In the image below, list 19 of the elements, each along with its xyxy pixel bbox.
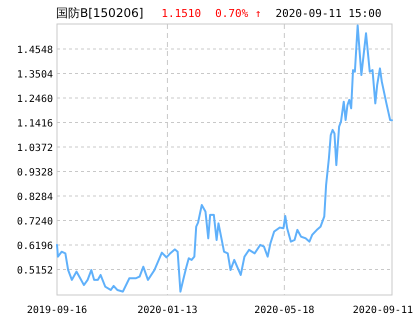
y-tick-label: 1.3504: [16, 69, 53, 80]
line-series: [56, 24, 393, 293]
x-tick-label: 2019-09-16: [26, 305, 88, 316]
chart-title: 国防B[150206]: [56, 6, 144, 20]
y-tick-label: 1.4548: [16, 44, 53, 56]
text: 0.70% ↑: [215, 7, 262, 20]
y-tick-label: 0.5152: [16, 266, 53, 277]
text: 1.1510: [161, 7, 202, 20]
y-tick-label: 0.7240: [16, 216, 53, 228]
y-tick-label: 0.8284: [16, 192, 53, 204]
y-tick-label: 1.1416: [16, 118, 53, 130]
x-tick-label: 2020-01-13: [137, 305, 198, 316]
x-tick-label: 2020-09-11: [352, 305, 413, 316]
text: 2020-09-11 15:00: [276, 7, 382, 20]
y-tick-label: 1.2460: [16, 94, 53, 105]
y-tick-label: 0.9328: [16, 168, 53, 179]
x-tick-label: 2020-05-18: [254, 305, 314, 316]
y-tick-label: 0.6196: [16, 241, 53, 252]
y-tick-label: 1.0372: [16, 143, 53, 154]
